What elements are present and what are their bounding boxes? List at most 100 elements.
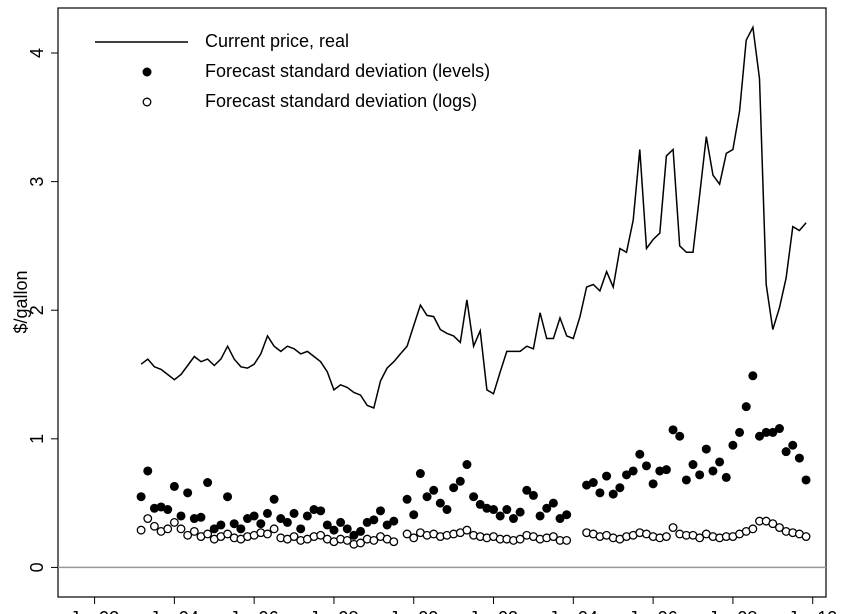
level-point [701,444,711,454]
level-point [675,431,685,441]
level-point [768,427,778,437]
log-point [263,529,272,539]
x-tick-label: Jan10 [788,608,837,614]
log-point [342,535,352,545]
level-point [755,431,765,441]
log-point [768,519,778,529]
level-point [223,492,233,502]
level-point [203,478,213,488]
level-point [748,371,758,381]
level-point [189,514,199,524]
level-point [422,492,432,502]
log-point [189,526,199,536]
level-point [555,514,565,524]
level-point [342,524,352,534]
plot-frame [57,7,827,598]
level-point [622,470,632,480]
y-tick-label: 4 [27,48,47,58]
level-point [655,466,665,476]
level-point [349,530,359,540]
level-point [289,508,299,518]
level-point [442,505,452,515]
legend-marker [142,97,152,107]
log-point [462,525,472,535]
level-point [715,457,725,467]
log-point [402,529,412,539]
log-point [289,532,299,542]
log-point [775,523,784,533]
level-point [535,511,545,521]
level-point [269,494,279,504]
log-point [801,532,811,542]
level-point [661,465,671,475]
log-point [136,525,146,535]
level-point [522,485,532,495]
level-point [163,505,173,515]
level-point [528,490,538,500]
level-point [449,483,459,493]
level-point [316,506,326,516]
level-point [735,427,745,437]
level-point [196,512,206,522]
legend-label: Forecast standard deviation (logs) [205,91,477,111]
log-point [143,514,153,524]
level-point [229,519,239,529]
level-point [256,519,266,529]
x-tick-label: Jan06 [629,608,678,614]
log-point [176,524,186,534]
log-point [409,533,419,543]
level-point [329,525,339,535]
level-point [402,494,412,504]
level-point [469,492,479,502]
level-point [262,508,272,518]
level-point [176,511,186,521]
level-point [495,511,505,521]
level-point [668,425,678,435]
level-point [781,447,791,457]
level-point [429,485,439,495]
level-point [276,514,286,524]
x-tick-label: Jan98 [309,608,358,614]
y-axis-label: $/gallon [11,270,31,333]
level-point [708,466,718,476]
log-point [548,532,558,542]
price-line [140,24,807,410]
level-point [149,503,159,513]
level-point [548,498,558,508]
level-point [628,466,638,476]
level-point [761,427,771,437]
level-point [455,476,465,486]
level-point [542,503,552,513]
level-point [169,481,179,491]
y-tick-label: 3 [27,177,47,187]
level-point [369,515,379,525]
level-point [588,478,598,488]
x-tick-label: Jan08 [708,608,757,614]
level-point [688,460,698,470]
level-point [681,475,691,485]
level-point [382,520,392,530]
level-point [209,524,219,534]
log-point [515,534,525,544]
x-tick-label: Jan94 [150,608,199,614]
level-point [309,505,319,515]
legend-marker [142,67,152,77]
level-point [462,460,472,470]
level-point [236,524,246,534]
log-point [695,533,705,543]
log-point [369,535,379,545]
level-point [595,488,605,498]
level-point [695,470,705,480]
level-point [515,507,525,517]
log-point [668,523,678,533]
y-tick-label: 0 [27,562,47,572]
level-point [741,402,751,412]
y-tick-label: 2 [27,305,47,315]
level-point [641,461,651,471]
level-point [648,479,658,489]
level-point [508,514,518,524]
level-point [415,469,425,479]
level-point [183,488,193,498]
log-point [169,517,179,527]
